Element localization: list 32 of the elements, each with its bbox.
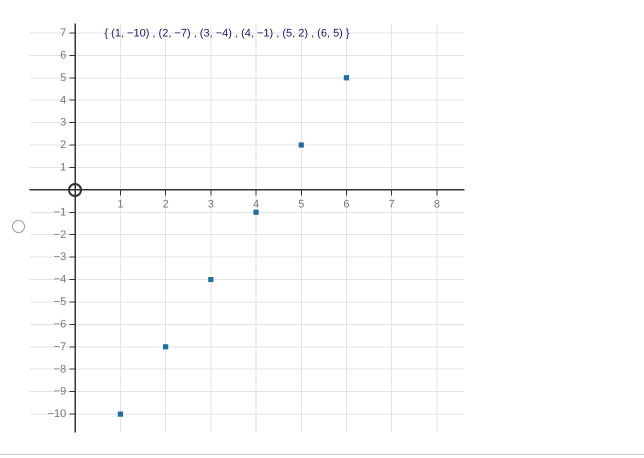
y-tick-label: −7: [54, 340, 66, 353]
y-tick-label: −10: [48, 408, 66, 420]
x-tick-label: 2: [162, 198, 169, 211]
point: [344, 75, 350, 80]
y-tick-label: −9: [54, 386, 66, 398]
y-tick-label: 3: [60, 116, 66, 129]
point: [253, 210, 259, 215]
x-tick-label: 7: [388, 198, 395, 211]
y-tick-label: 2: [60, 139, 66, 152]
y-tick-label: 1: [60, 162, 66, 174]
y-tick-label: −3: [54, 251, 66, 264]
y-tick-label: −6: [54, 318, 66, 330]
x-tick-label: 8: [434, 198, 440, 211]
y-tick-label: −2: [54, 228, 66, 241]
x-tick-label: 3: [208, 198, 214, 211]
x-tick-label: 6: [343, 198, 350, 211]
y-tick-label: −1: [54, 206, 66, 218]
x-tick-label: 1: [117, 198, 124, 211]
point: [118, 411, 124, 417]
y-tick-label: 7: [60, 27, 66, 39]
y-tick-label: 4: [60, 94, 66, 106]
y-tick-label: 6: [60, 49, 66, 62]
x-tick-label: 4: [252, 198, 260, 211]
x-tick-label: 5: [298, 198, 304, 211]
y-tick-label: −4: [54, 274, 66, 286]
point: [163, 344, 168, 350]
point: [208, 276, 214, 282]
point: [298, 142, 304, 148]
y-tick-label: −5: [54, 296, 66, 308]
annotation: { (1, −10) , (2, −7) , (3, −4) , (4, −1) , (5, 2) , (6, 5) }: [104, 28, 350, 40]
y-tick-label: −8: [54, 363, 66, 376]
y-tick-label: 5: [60, 72, 66, 84]
